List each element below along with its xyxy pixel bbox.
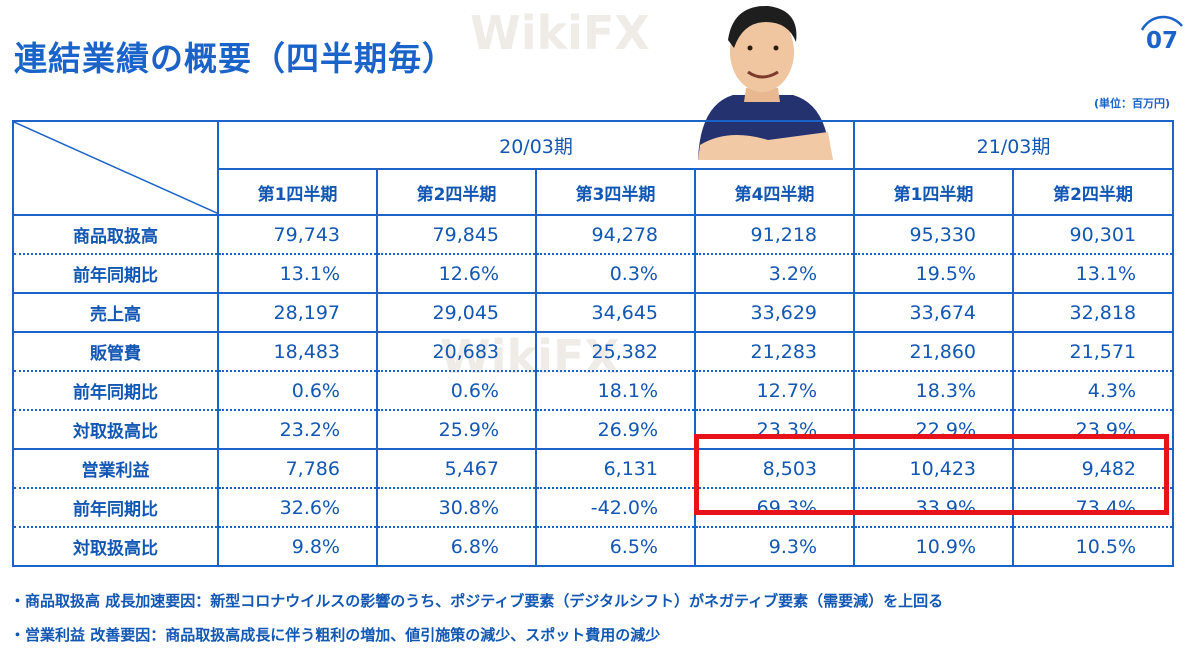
cell-value: 21,283	[693, 332, 856, 372]
row-label: 売上高	[12, 293, 219, 333]
quarter-header: 第2四半期	[1012, 169, 1175, 216]
cell-value: 91,218	[693, 215, 856, 255]
cell-value: 79,845	[376, 215, 537, 255]
watermark: WikiFX	[470, 6, 650, 60]
highlight-box	[694, 434, 1169, 515]
quarter-header: 第1四半期	[217, 169, 378, 216]
cell-value: 13.1%	[217, 254, 378, 294]
row-label: 対取扱高比	[12, 527, 219, 567]
cell-value: 18.3%	[853, 371, 1015, 411]
table-row: 売上高 28,197 29,045 34,645 33,629 33,674 3…	[12, 293, 1175, 333]
table-row: 前年同期比 13.1% 12.6% 0.3% 3.2% 19.5% 13.1%	[12, 254, 1175, 294]
cell-value: 13.1%	[1012, 254, 1175, 294]
cell-value: -42.0%	[535, 488, 696, 528]
cell-value: 3.2%	[693, 254, 856, 294]
cell-value: 6.8%	[376, 527, 537, 567]
quarter-header: 第3四半期	[535, 169, 696, 216]
page-number: 07	[1145, 28, 1178, 54]
cell-value: 8,503	[693, 449, 856, 489]
cell-value: 33.9%	[853, 488, 1015, 528]
table-row: 前年同期比 0.6% 0.6% 18.1% 12.7% 18.3% 4.3%	[12, 371, 1175, 411]
cell-value: 23.2%	[217, 410, 378, 450]
period-header-fy2020: 20/03期	[216, 120, 856, 170]
table-row: 商品取扱高 79,743 79,845 94,278 91,218 95,330…	[12, 215, 1175, 255]
page-title: 連結業績の概要（四半期毎）	[14, 39, 456, 78]
footnote: ・商品取扱高 成長加速要因：新型コロナウイルスの影響のうち、ポジティブ要素（デジ…	[10, 592, 944, 610]
cell-value: 6,131	[535, 449, 696, 489]
cell-value: 9.8%	[217, 527, 378, 567]
quarter-header: 第1四半期	[853, 169, 1015, 216]
cell-value: 5,467	[376, 449, 537, 489]
cell-value: 9.3%	[693, 527, 856, 567]
row-label: 前年同期比	[12, 488, 219, 528]
cell-value: 18.1%	[535, 371, 696, 411]
cell-value: 21,860	[853, 332, 1015, 372]
cell-value: 12.7%	[693, 371, 856, 411]
row-label: 営業利益	[12, 449, 219, 489]
row-label: 前年同期比	[12, 371, 219, 411]
cell-value: 33,629	[693, 293, 856, 333]
cell-value: 9,482	[1012, 449, 1175, 489]
cell-value: 0.6%	[217, 371, 378, 411]
cell-value: 32.6%	[217, 488, 378, 528]
cell-value: 4.3%	[1012, 371, 1175, 411]
cell-value: 95,330	[853, 215, 1015, 255]
cell-value: 25,382	[535, 332, 696, 372]
row-label: 商品取扱高	[12, 215, 219, 255]
cell-value: 0.3%	[535, 254, 696, 294]
table-row: 対取扱高比 23.2% 25.9% 26.9% 23.3% 22.9% 23.9…	[12, 410, 1175, 450]
row-label: 販管費	[12, 332, 219, 372]
cell-value: 10,423	[853, 449, 1015, 489]
table-row: 営業利益 7,786 5,467 6,131 8,503 10,423 9,48…	[12, 449, 1175, 489]
table-corner-cell	[12, 120, 219, 216]
cell-value: 33,674	[853, 293, 1015, 333]
cell-value: 18,483	[217, 332, 378, 372]
cell-value: 26.9%	[535, 410, 696, 450]
cell-value: 90,301	[1012, 215, 1175, 255]
cell-value: 6.5%	[535, 527, 696, 567]
cell-value: 7,786	[217, 449, 378, 489]
cell-value: 25.9%	[376, 410, 537, 450]
row-label: 前年同期比	[12, 254, 219, 294]
cell-value: 79,743	[217, 215, 378, 255]
table-row: 対取扱高比 9.8% 6.8% 6.5% 9.3% 10.9% 10.5%	[12, 527, 1175, 567]
period-header-fy2021: 21/03期	[853, 120, 1175, 170]
cell-value: 30.8%	[376, 488, 537, 528]
cell-value: 28,197	[217, 293, 378, 333]
row-label: 対取扱高比	[12, 410, 219, 450]
cell-value: 19.5%	[853, 254, 1015, 294]
quarterly-results-table: 20/03期 21/03期 第1四半期 第2四半期 第3四半期 第4四半期 第1…	[12, 120, 1175, 567]
unit-note: (単位：百万円)	[1093, 97, 1170, 110]
footnote: ・営業利益 改善要因：商品取扱高成長に伴う粗利の増加、値引施策の減少、スポット費…	[10, 626, 661, 644]
cell-value: 34,645	[535, 293, 696, 333]
cell-value: 29,045	[376, 293, 537, 333]
quarter-header: 第4四半期	[693, 169, 856, 216]
cell-value: 94,278	[535, 215, 696, 255]
quarter-header: 第2四半期	[376, 169, 537, 216]
cell-value: 21,571	[1012, 332, 1175, 372]
cell-value: 10.5%	[1012, 527, 1175, 567]
cell-value: 10.9%	[853, 527, 1015, 567]
cell-value: 12.6%	[376, 254, 537, 294]
cell-value: 0.6%	[376, 371, 537, 411]
page-number-arc-icon	[1140, 15, 1183, 31]
cell-value: 20,683	[376, 332, 537, 372]
table-row: 販管費 18,483 20,683 25,382 21,283 21,860 2…	[12, 332, 1175, 372]
cell-value: 32,818	[1012, 293, 1175, 333]
